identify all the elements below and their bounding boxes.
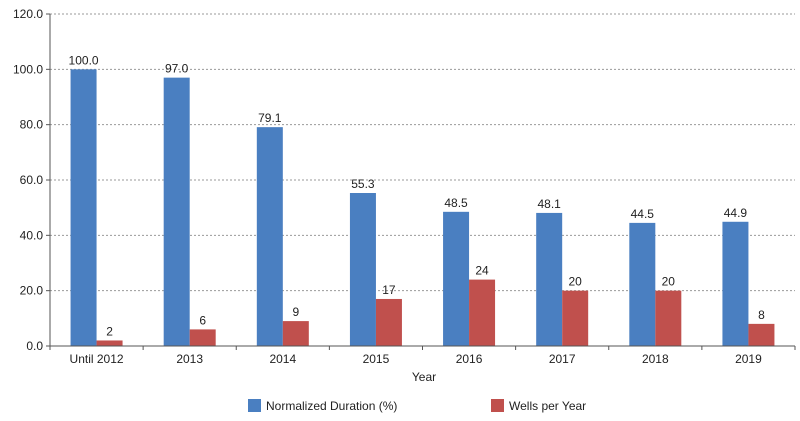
bar-wells-per-year (748, 323, 775, 346)
legend-swatch-normalized-duration (248, 399, 261, 412)
data-label-normalized-duration: 79.1 (258, 111, 282, 125)
bar-wells-per-year (655, 290, 682, 346)
bar-wells-per-year (96, 340, 123, 346)
data-label-normalized-duration: 44.9 (724, 206, 748, 220)
bar-normalized-duration (443, 211, 470, 346)
data-label-wells-per-year: 17 (382, 283, 396, 297)
x-tick-label: Until 2012 (70, 352, 124, 366)
bar-normalized-duration (536, 212, 563, 346)
bar-series (70, 69, 775, 346)
data-label-normalized-duration: 97.0 (165, 62, 189, 76)
data-labels: 100.0 2 97.0 6 79.1 9 55.3 17 48.5 24 48.1 20 44.5 20… (69, 53, 766, 338)
legend: Normalized Duration (%) Wells per Year (248, 399, 586, 413)
y-axis-ticks: 0.0 20.0 40.0 60.0 80.0 100.0 120.0 (13, 7, 50, 353)
y-tick-label: 20.0 (20, 284, 44, 298)
x-tick-label: 2016 (456, 352, 483, 366)
x-tick-label: 2013 (176, 352, 203, 366)
bar-normalized-duration (349, 193, 376, 346)
data-label-wells-per-year: 24 (475, 264, 489, 278)
gridlines (50, 13, 795, 292)
y-tick-label: 80.0 (20, 118, 44, 132)
bar-wells-per-year (562, 290, 589, 346)
data-label-wells-per-year: 20 (662, 275, 676, 289)
x-axis-label: Year (412, 370, 436, 384)
data-label-wells-per-year: 8 (758, 308, 765, 322)
bar-wells-per-year (469, 279, 496, 346)
legend-label-normalized-duration: Normalized Duration (%) (266, 399, 397, 413)
legend-label-wells-per-year: Wells per Year (509, 399, 586, 413)
data-label-wells-per-year: 9 (292, 305, 299, 319)
data-label-wells-per-year: 20 (569, 275, 583, 289)
y-tick-label: 120.0 (13, 7, 43, 21)
y-tick-label: 40.0 (20, 228, 44, 242)
data-label-normalized-duration: 55.3 (351, 177, 375, 191)
data-label-wells-per-year: 2 (106, 324, 113, 338)
x-tick-label: 2018 (642, 352, 669, 366)
bar-normalized-duration (256, 127, 283, 346)
x-tick-label: 2014 (269, 352, 296, 366)
bar-wells-per-year (375, 298, 402, 346)
x-tick-label: 2015 (363, 352, 390, 366)
x-tick-label: 2017 (549, 352, 576, 366)
data-label-wells-per-year: 6 (199, 313, 206, 327)
x-axis-ticks: Until 2012 2013 2014 2015 2016 2017 2018 2019 (49, 346, 796, 366)
bar-wells-per-year (189, 329, 216, 346)
y-tick-label: 60.0 (20, 173, 44, 187)
bar-normalized-duration (722, 221, 749, 346)
data-label-normalized-duration: 48.1 (538, 197, 562, 211)
data-label-normalized-duration: 44.5 (631, 207, 655, 221)
data-label-normalized-duration: 100.0 (69, 53, 99, 67)
bar-normalized-duration (163, 77, 190, 346)
bar-normalized-duration (629, 222, 656, 346)
y-tick-label: 0.0 (26, 339, 43, 353)
x-tick-label: 2019 (735, 352, 762, 366)
data-label-normalized-duration: 48.5 (444, 196, 468, 210)
y-tick-label: 100.0 (13, 62, 43, 76)
bar-normalized-duration (70, 69, 97, 346)
legend-swatch-wells-per-year (491, 399, 504, 412)
bar-wells-per-year (282, 321, 309, 346)
